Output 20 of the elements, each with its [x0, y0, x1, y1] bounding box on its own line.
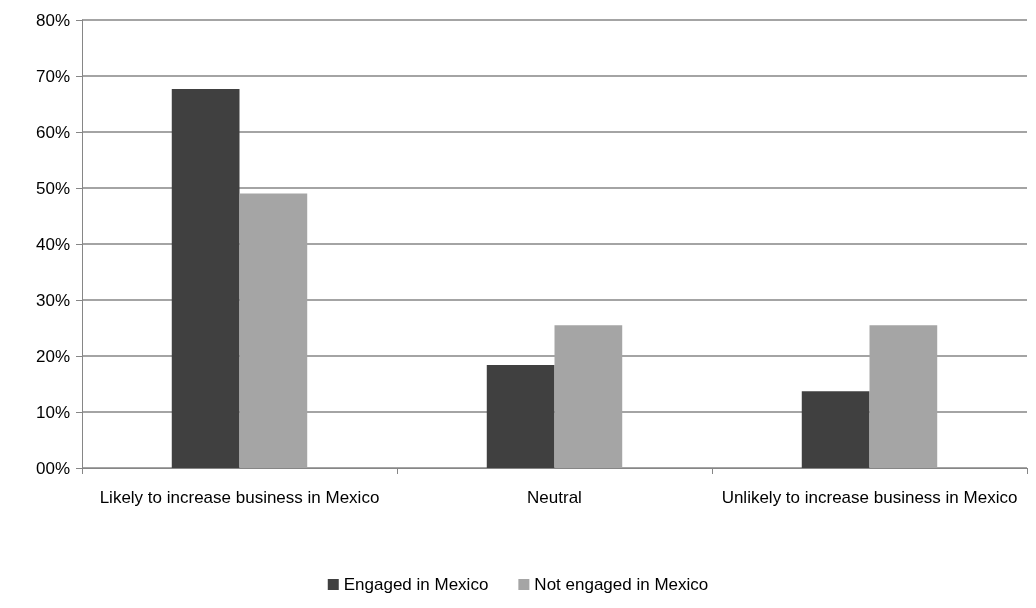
legend-label: Not engaged in Mexico	[534, 575, 709, 594]
legend-label: Engaged in Mexico	[343, 575, 489, 594]
x-tick-label: Neutral	[527, 487, 582, 507]
y-tick-label: 40%	[35, 234, 70, 254]
bar	[801, 391, 870, 468]
bar	[869, 325, 938, 468]
y-tick-label: 60%	[35, 122, 70, 142]
bar	[486, 364, 555, 468]
y-tick-label: 80%	[35, 10, 70, 30]
y-tick-label: 20%	[35, 346, 70, 366]
y-tick-label: 00%	[35, 458, 70, 478]
y-tick-label: 70%	[35, 66, 70, 86]
bar	[554, 325, 623, 468]
y-tick-label: 30%	[35, 290, 70, 310]
x-tick-label: Unlikely to increase business in Mexico	[721, 487, 1018, 507]
bar	[171, 88, 240, 468]
y-tick-label: 50%	[35, 178, 70, 198]
bar	[239, 193, 308, 468]
y-tick-label: 10%	[35, 402, 70, 422]
x-tick-label: Likely to increase business in Mexico	[99, 487, 380, 507]
